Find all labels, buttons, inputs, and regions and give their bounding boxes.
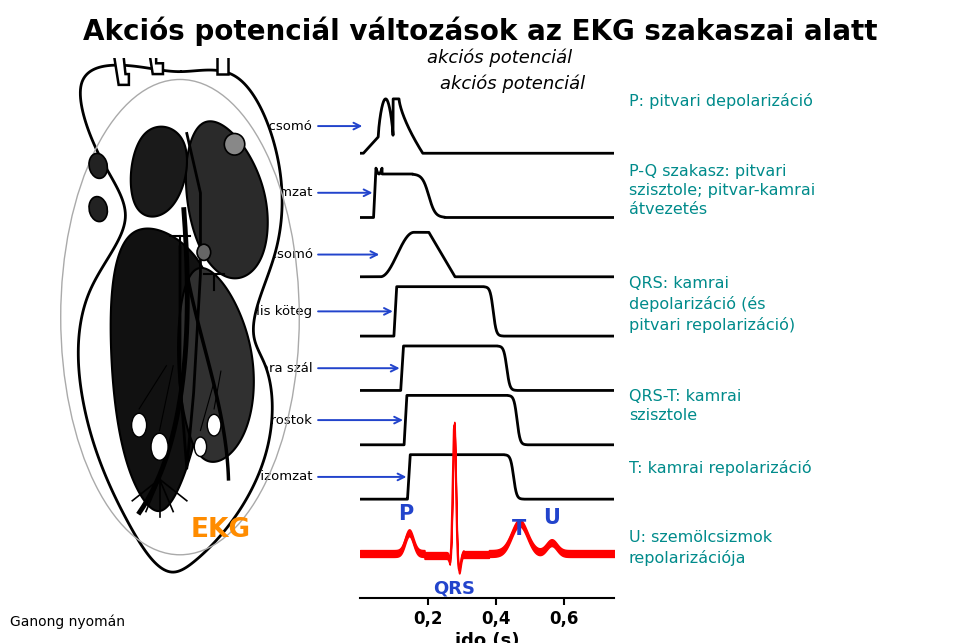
Text: Ganong nyomán: Ganong nyomán xyxy=(10,614,125,629)
Text: AV csomó: AV csomó xyxy=(248,248,377,261)
Polygon shape xyxy=(186,122,268,278)
Polygon shape xyxy=(131,127,187,217)
Text: His köteg: His köteg xyxy=(251,305,391,318)
X-axis label: ido (s): ido (s) xyxy=(455,632,519,643)
Ellipse shape xyxy=(197,244,210,260)
Text: Akciós potenciál változások az EKG szakaszai alatt: Akciós potenciál változások az EKG szaka… xyxy=(83,16,877,46)
Text: kamra izomzat: kamra izomzat xyxy=(214,471,404,484)
Text: P-Q szakasz: pitvari
szisztole; pitvar-kamrai
átvezetés: P-Q szakasz: pitvari szisztole; pitvar-k… xyxy=(629,164,815,217)
Text: Purkinje-rostok: Purkinje-rostok xyxy=(212,413,401,426)
Polygon shape xyxy=(179,268,253,462)
Text: T: T xyxy=(513,519,526,539)
Text: EKG: EKG xyxy=(191,518,251,543)
Polygon shape xyxy=(111,42,129,85)
Text: akciós potenciál: akciós potenciál xyxy=(426,48,572,67)
Text: pitvar izomzat: pitvar izomzat xyxy=(217,186,371,199)
Circle shape xyxy=(151,433,168,460)
Text: QRS-T: kamrai
szisztole: QRS-T: kamrai szisztole xyxy=(629,389,741,423)
Ellipse shape xyxy=(89,154,108,178)
Circle shape xyxy=(194,437,206,457)
Circle shape xyxy=(132,413,147,437)
Text: P: P xyxy=(398,504,414,524)
Polygon shape xyxy=(146,31,163,74)
Ellipse shape xyxy=(225,134,245,155)
Text: U: szemölcsizmok
repolarizációja: U: szemölcsizmok repolarizációja xyxy=(629,530,772,566)
Text: U: U xyxy=(543,508,560,528)
Text: QRS: kamrai
depolarizáció (és
pitvari repolarizáció): QRS: kamrai depolarizáció (és pitvari re… xyxy=(629,276,795,332)
Polygon shape xyxy=(218,36,228,74)
Polygon shape xyxy=(110,228,215,511)
Text: QRS: QRS xyxy=(433,579,475,597)
Polygon shape xyxy=(79,65,282,572)
Text: szinuszcsomó: szinuszcsomó xyxy=(221,120,360,132)
Text: Tawara szál: Tawara szál xyxy=(236,362,397,375)
Text: akciós potenciál: akciós potenciál xyxy=(440,74,586,93)
Ellipse shape xyxy=(89,197,108,222)
Circle shape xyxy=(207,414,221,436)
Text: T: kamrai repolarizáció: T: kamrai repolarizáció xyxy=(629,460,811,476)
Text: P: pitvari depolarizáció: P: pitvari depolarizáció xyxy=(629,93,813,109)
